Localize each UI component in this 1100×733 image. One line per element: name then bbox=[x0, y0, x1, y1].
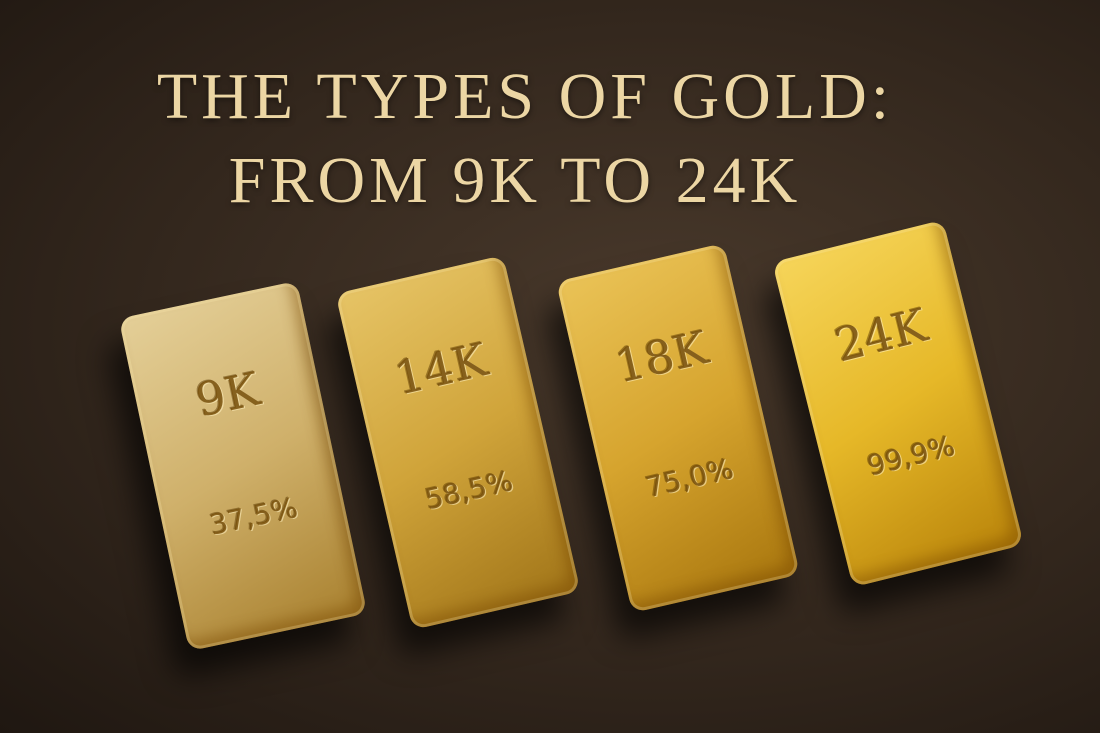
gold-bar-24k: 24K 99,9% bbox=[772, 219, 1024, 588]
karat-label: 24K bbox=[829, 297, 933, 373]
karat-label: 9K bbox=[191, 361, 265, 428]
title-line-1: THE TYPES OF GOLD: bbox=[156, 60, 894, 133]
gold-bar-18k: 18K 75,0% bbox=[555, 243, 801, 613]
purity-label: 37,5% bbox=[206, 490, 301, 542]
purity-label: 75,0% bbox=[642, 452, 737, 505]
purity-label: 58,5% bbox=[421, 464, 517, 517]
karat-label: 18K bbox=[610, 320, 713, 394]
title-line-2: FROM 9K TO 24K bbox=[228, 144, 802, 217]
karat-label: 14K bbox=[389, 332, 493, 406]
gold-bar-14k: 14K 58,5% bbox=[335, 255, 581, 630]
gold-bar-9k: 9K 37,5% bbox=[118, 280, 368, 652]
purity-label: 99,9% bbox=[863, 429, 959, 483]
